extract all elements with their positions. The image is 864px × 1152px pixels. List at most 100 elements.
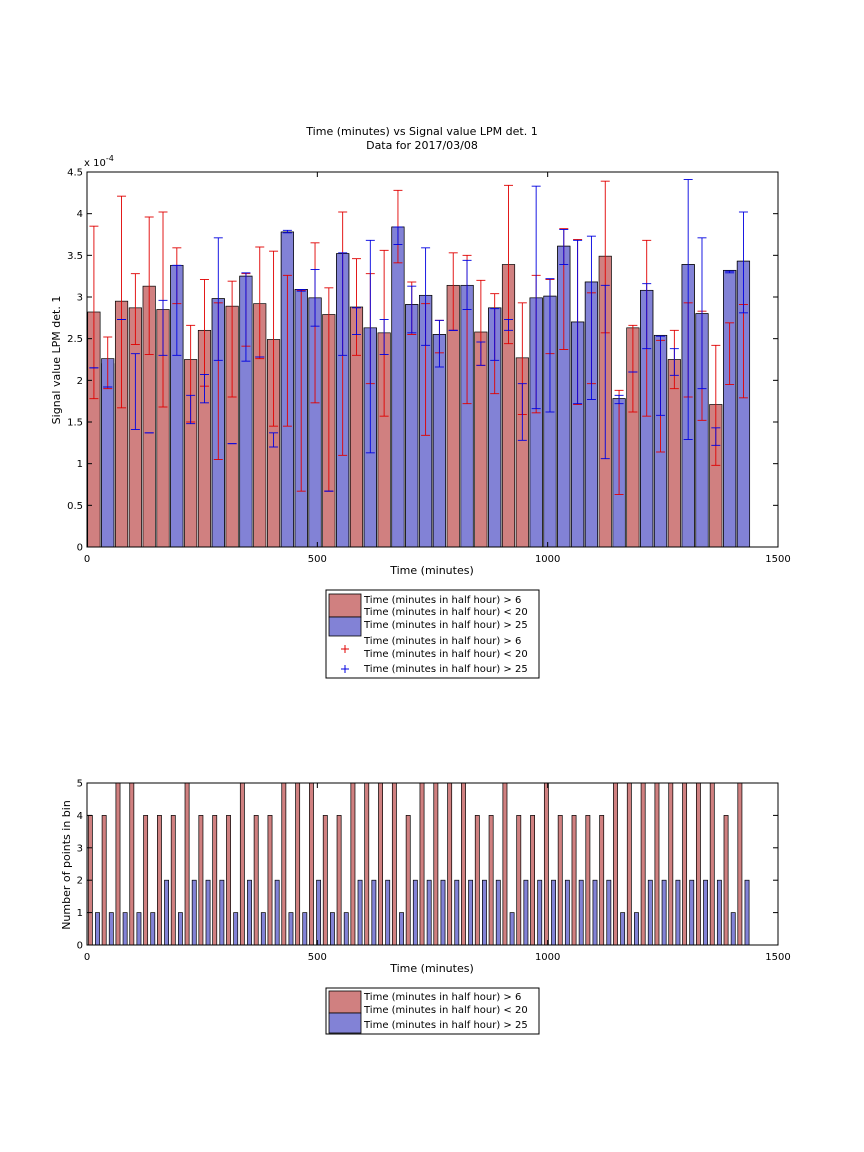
- count-bar-red: [488, 815, 494, 946]
- error-bar-blue: [296, 289, 306, 292]
- error-bar-red: [269, 250, 279, 427]
- legend-entry-4: Time (minutes in half hour) > 6: [363, 636, 521, 647]
- bar-blue: [391, 226, 405, 548]
- count-bars: [87, 782, 750, 946]
- error-bar-blue: [697, 237, 707, 390]
- error-bar-blue: [407, 285, 417, 334]
- y-tick-label: 4: [77, 209, 83, 220]
- x-tick-label: 500: [308, 952, 327, 963]
- signal-bars: [87, 226, 751, 548]
- count-bar-blue: [233, 912, 239, 946]
- error-bar-blue: [434, 319, 444, 368]
- count-bar-red: [226, 815, 231, 946]
- count-bar-blue: [302, 912, 308, 946]
- error-bar-blue: [421, 247, 431, 346]
- signal-chart: Time (minutes) vs Signal value LPM det. …: [50, 125, 791, 679]
- error-bar-blue: [310, 269, 320, 327]
- count-bar-blue: [564, 879, 570, 946]
- legend-plus-red-icon: [341, 645, 349, 653]
- plot-frame: [86, 171, 779, 548]
- count-bar-red: [695, 782, 701, 946]
- error-bar-red: [144, 216, 154, 355]
- count-bar-red: [336, 815, 342, 946]
- count-bar-red: [157, 815, 162, 946]
- count-bar-blue: [661, 879, 667, 946]
- y-tick-label: 1: [77, 908, 83, 919]
- count-bar-blue: [205, 879, 211, 946]
- count-bar-blue: [716, 879, 722, 946]
- bar-blue: [405, 304, 419, 548]
- count-bar-red: [295, 782, 301, 946]
- count-bar-red: [447, 782, 453, 946]
- count-bar-red: [599, 815, 605, 946]
- count-bar-red: [281, 782, 287, 946]
- x-tick-label: 1500: [765, 952, 790, 963]
- x-tick-label: 0: [84, 554, 90, 565]
- count-bar-red: [516, 815, 522, 946]
- x-tick-label: 1500: [765, 554, 790, 565]
- error-bar-red: [282, 274, 292, 427]
- error-bar-blue: [573, 239, 583, 405]
- error-bar-red: [255, 246, 265, 360]
- x-tick-label: 0: [84, 952, 90, 963]
- error-bar-red: [614, 389, 624, 495]
- error-bar-blue: [600, 284, 610, 460]
- y-tick-label: 1: [77, 459, 83, 470]
- count-bar-red: [640, 782, 646, 946]
- exponent-label: x 10-4: [84, 154, 114, 169]
- count-bar-blue: [260, 912, 266, 946]
- count-bar-red: [474, 815, 480, 946]
- exponent-power: -4: [106, 154, 114, 163]
- count-bar-red: [419, 782, 425, 946]
- chart-title: Time (minutes) vs Signal value LPM det. …: [305, 125, 537, 138]
- count-bar-red: [350, 782, 356, 946]
- x-tick-label: 1000: [535, 554, 560, 565]
- error-bar-red: [117, 195, 127, 409]
- count-bar-red: [709, 782, 715, 946]
- count-bar-blue: [509, 912, 515, 946]
- count-bar-blue: [274, 879, 280, 946]
- error-bar-blue: [683, 179, 693, 440]
- count-bar-blue: [440, 879, 446, 946]
- count-bar-blue: [371, 879, 377, 946]
- count-bar-blue: [523, 879, 529, 946]
- count-bar-blue: [647, 879, 653, 946]
- x-tick-label: 500: [308, 554, 327, 565]
- plot-frame: [86, 782, 779, 946]
- error-bar-blue: [462, 259, 472, 310]
- y-tick-label: 0.5: [67, 501, 83, 512]
- count-bar-blue: [399, 912, 404, 946]
- count-bar-blue: [675, 879, 681, 946]
- bar-blue: [723, 269, 737, 548]
- count-bar-red: [737, 782, 743, 946]
- error-bar-red: [103, 336, 113, 390]
- y-tick-label: 0: [77, 941, 83, 952]
- count-bar-red: [309, 782, 314, 946]
- legend: Time (minutes in half hour) > 6 Time (mi…: [325, 589, 540, 679]
- count-bar-red: [253, 815, 259, 946]
- count-bar-blue: [468, 879, 474, 946]
- y-tick-label: 4.5: [67, 168, 83, 179]
- error-bar-blue: [642, 283, 652, 350]
- y-tick-label: 4: [77, 811, 83, 822]
- count-bar-blue: [551, 879, 556, 946]
- legend-swatch-red: [328, 593, 362, 618]
- y-tick-label: 1.5: [67, 418, 83, 429]
- count-bar-blue: [164, 879, 170, 946]
- legend-swatch-red: [328, 990, 362, 1014]
- count-bar-blue: [730, 912, 736, 946]
- count-bar-red: [101, 815, 107, 946]
- exponent-base: x 10: [84, 158, 106, 169]
- error-bar-blue: [504, 319, 514, 331]
- legend: Time (minutes in half hour) > 6 Time (mi…: [325, 987, 540, 1035]
- y-axis-label: Signal value LPM det. 1: [50, 296, 63, 425]
- count-bar-red: [613, 782, 618, 946]
- error-bar-blue: [379, 319, 389, 355]
- count-bar-red: [682, 782, 688, 946]
- count-bar-blue: [454, 879, 460, 946]
- error-bar-blue: [517, 383, 527, 441]
- count-bar-blue: [191, 879, 197, 946]
- count-bar-red: [212, 815, 218, 946]
- count-bar-red: [129, 782, 135, 946]
